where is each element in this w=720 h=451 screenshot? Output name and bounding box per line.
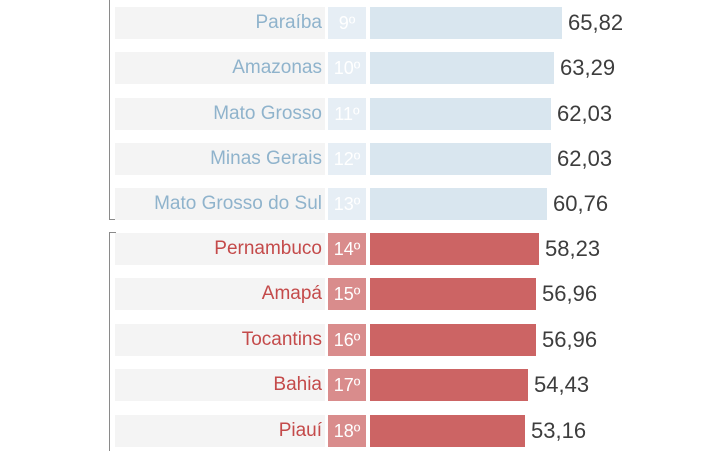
row-label-background (115, 369, 325, 401)
category-label: Mato Grosso do Sul (154, 193, 322, 214)
value-bar (370, 98, 551, 130)
value-label: 62,03 (557, 101, 613, 126)
category-label: Piauí (278, 420, 322, 441)
row-label-background (115, 233, 325, 265)
row-label-background (115, 98, 325, 130)
row-label-background (115, 324, 325, 356)
row-label-background (115, 188, 325, 220)
rank-badge: 9º (328, 7, 366, 39)
value-label: 65,82 (568, 10, 624, 35)
category-label: Pernambuco (214, 238, 322, 259)
value-bar (370, 233, 539, 265)
row-label-background (115, 143, 325, 175)
rank-badge: 14º (328, 233, 366, 265)
value-bar (370, 278, 536, 310)
row-label-background (115, 278, 325, 310)
group-bracket-upper (109, 0, 116, 220)
rank-badge: 17º (328, 369, 366, 401)
chart-row: Amazonas 10º 63,29 (0, 52, 720, 84)
chart-row: Amapá 15º 56,96 (0, 278, 720, 310)
rank-badge: 18º (328, 415, 366, 447)
value-bar (370, 188, 547, 220)
chart-row: Minas Gerais 12º 62,03 (0, 143, 720, 175)
category-label: Tocantins (241, 329, 322, 350)
chart-row: Mato Grosso do Sul 13º 60,76 (0, 188, 720, 220)
rank-badge: 13º (328, 188, 366, 220)
chart-row: Bahia 17º 54,43 (0, 369, 720, 401)
value-bar (370, 324, 536, 356)
rank-badge: 16º (328, 324, 366, 356)
row-label-background (115, 52, 325, 84)
category-label: Bahia (273, 374, 322, 395)
category-label: Amazonas (232, 57, 322, 78)
value-bar (370, 369, 528, 401)
value-label: 62,03 (557, 146, 613, 171)
chart-row: Pernambuco 14º 58,23 (0, 233, 720, 265)
value-label: 53,16 (531, 418, 587, 443)
group-bracket-lower (109, 232, 116, 451)
category-label: Mato Grosso (213, 103, 322, 124)
category-label: Amapá (261, 283, 322, 304)
chart-row: Paraíba 9º 65,82 (0, 7, 720, 39)
rank-badge: 15º (328, 278, 366, 310)
category-label: Minas Gerais (210, 148, 322, 169)
row-label-background (115, 7, 325, 39)
value-bar (370, 415, 525, 447)
value-label: 54,43 (534, 372, 590, 397)
rank-badge: 11º (328, 98, 366, 130)
value-bar (370, 143, 551, 175)
chart-row: Tocantins 16º 56,96 (0, 324, 720, 356)
value-bar (370, 52, 554, 84)
rank-badge: 12º (328, 143, 366, 175)
value-label: 56,96 (542, 281, 598, 306)
rank-badge: 10º (328, 52, 366, 84)
value-label: 58,23 (545, 236, 601, 261)
category-label: Paraíba (255, 12, 322, 33)
row-label-background (115, 415, 325, 447)
value-label: 63,29 (560, 55, 616, 80)
value-bar (370, 7, 562, 39)
value-label: 56,96 (542, 327, 598, 352)
chart-row: Piauí 18º 53,16 (0, 415, 720, 447)
value-label: 60,76 (553, 191, 609, 216)
chart-row: Mato Grosso 11º 62,03 (0, 98, 720, 130)
